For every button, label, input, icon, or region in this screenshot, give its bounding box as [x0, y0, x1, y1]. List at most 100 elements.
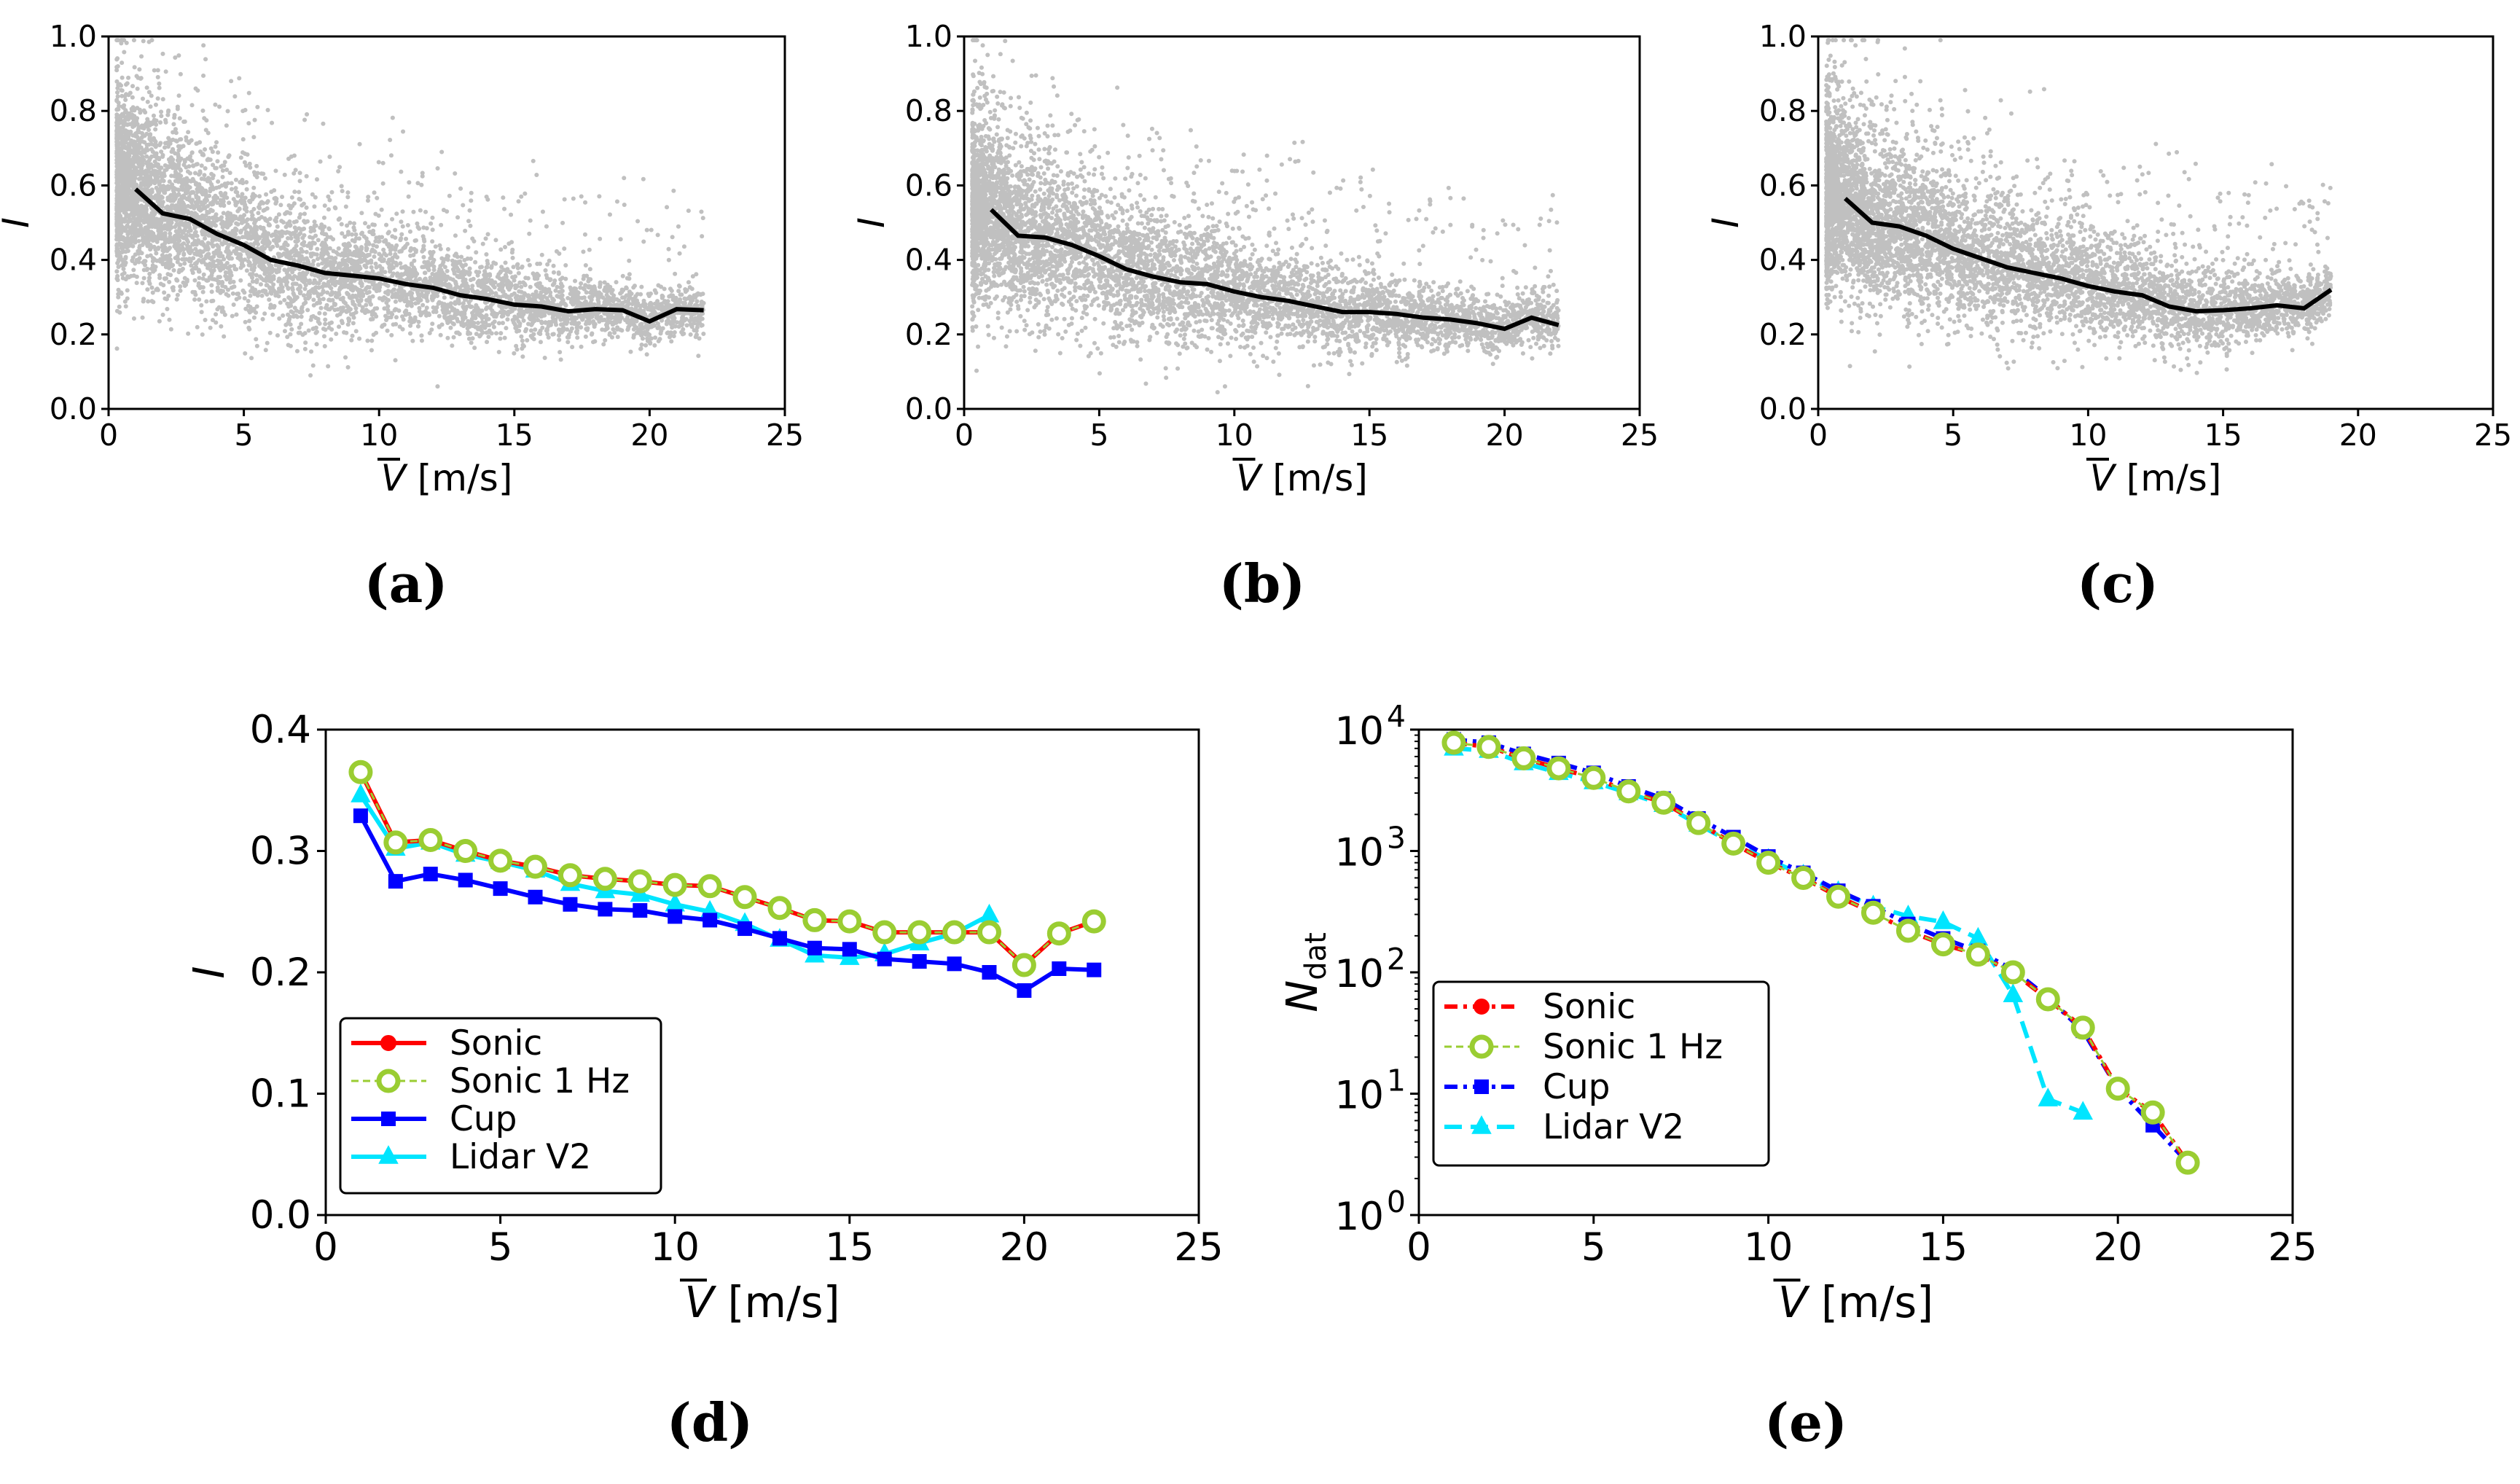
x-tick-label: 10	[650, 1225, 699, 1270]
x-axis-label: V [m/s]	[1236, 457, 1368, 499]
data-point	[732, 885, 757, 910]
x-tick-label: 5	[1944, 418, 1963, 453]
data-point	[592, 867, 617, 891]
legend-box	[339, 1017, 662, 1195]
scatter-cloud	[1824, 38, 2333, 375]
data-point	[353, 808, 368, 824]
legend-item: Cup	[1444, 1067, 1610, 1107]
y-tick-label: 10	[1335, 1195, 1384, 1239]
y-tick-label: 0.6	[905, 168, 952, 203]
data-point	[2070, 1015, 2095, 1040]
data-point	[418, 828, 443, 853]
data-point	[1860, 900, 1885, 925]
x-tick-label: 10	[1216, 418, 1253, 453]
y-tick-label: 10	[1335, 831, 1384, 875]
x-tick-label: 0	[313, 1225, 338, 1270]
data-point	[528, 889, 543, 905]
data-point	[423, 867, 438, 882]
legend-marker	[1471, 1115, 1492, 1134]
y-tick-label: 10	[1335, 709, 1384, 754]
x-tick-label: 20	[2093, 1225, 2142, 1270]
data-point	[388, 874, 403, 889]
legend-label: Lidar V2	[450, 1137, 591, 1177]
y-tick-label: 0.2	[50, 317, 97, 352]
plot-frame	[107, 35, 786, 410]
series-line	[1453, 737, 2190, 1165]
y-tick-label: 0.4	[50, 243, 97, 278]
x-tick-label: 5	[488, 1225, 513, 1270]
legend-label: Sonic	[1543, 987, 1635, 1027]
x-axis-label: V [m/s]	[684, 1277, 840, 1327]
data-point	[383, 830, 408, 855]
data-point	[1546, 756, 1571, 781]
data-point	[802, 907, 827, 932]
data-point	[947, 956, 962, 972]
y-tick-label: 0.8	[905, 93, 952, 128]
data-point	[488, 848, 513, 873]
data-point	[1826, 884, 1851, 909]
legend-marker	[1469, 1034, 1494, 1059]
series-sonic-1-hz	[1441, 730, 2200, 1175]
data-point	[912, 954, 927, 969]
x-tick-label: 0	[1809, 418, 1828, 453]
data-point	[1052, 961, 1067, 977]
legend-marker	[380, 1035, 396, 1051]
legend-item: Lidar V2	[1444, 1107, 1684, 1147]
data-point	[557, 863, 582, 888]
series-line	[359, 771, 1095, 967]
scatter-points	[970, 38, 1561, 395]
data-point	[1011, 953, 1036, 977]
legend-marker	[381, 1112, 396, 1126]
data-point	[668, 909, 683, 924]
legend-item: Sonic 1 Hz	[1444, 1027, 1723, 1067]
x-tick-label: 20	[1000, 1225, 1049, 1270]
x-tick-label: 25	[2268, 1225, 2317, 1270]
data-point	[2038, 1087, 2059, 1106]
data-point	[1581, 765, 1606, 790]
mean-line	[1843, 197, 2333, 314]
data-point	[1651, 790, 1676, 815]
data-point	[2000, 960, 2025, 985]
x-tick-label: 5	[1581, 1225, 1606, 1270]
legend-marker	[376, 1069, 401, 1093]
y-tick-label: 0.2	[250, 950, 311, 995]
legend-marker	[378, 1145, 399, 1164]
data-point	[598, 902, 613, 917]
y-tick-exponent: 2	[1387, 942, 1406, 977]
data-point	[1721, 831, 1746, 856]
data-point	[2073, 1101, 2094, 1120]
x-tick-label: 15	[1919, 1225, 1968, 1270]
data-point	[767, 896, 792, 921]
y-tick-label: 0.4	[1759, 243, 1807, 278]
data-point	[1511, 746, 1536, 770]
series-line	[359, 814, 1095, 993]
data-point	[877, 951, 892, 966]
y-tick-label: 0.4	[905, 243, 952, 278]
legend-label: Sonic 1 Hz	[1543, 1027, 1723, 1067]
data-point	[453, 839, 478, 863]
data-point	[351, 784, 371, 802]
y-axis-label: Ndat	[1277, 932, 1333, 1012]
x-tick-label: 15	[825, 1225, 874, 1270]
legend-label: Sonic	[450, 1023, 542, 1063]
legend-item: Sonic	[1444, 987, 1635, 1027]
scatter-points	[1824, 38, 2333, 375]
data-point	[807, 940, 822, 956]
y-axis-label: I	[1705, 217, 1747, 228]
data-point	[977, 920, 1001, 945]
data-point	[1930, 932, 1955, 957]
data-point	[493, 881, 508, 897]
x-tick-label: 20	[2339, 418, 2377, 453]
data-point	[737, 921, 753, 937]
x-tick-label: 25	[1621, 418, 1659, 453]
data-point	[523, 854, 548, 879]
y-tick-label: 0.0	[250, 1193, 311, 1238]
data-point	[2140, 1100, 2165, 1125]
scatter-cloud	[114, 38, 706, 389]
data-point	[837, 909, 862, 934]
y-tick-label: 0.6	[1759, 168, 1807, 203]
